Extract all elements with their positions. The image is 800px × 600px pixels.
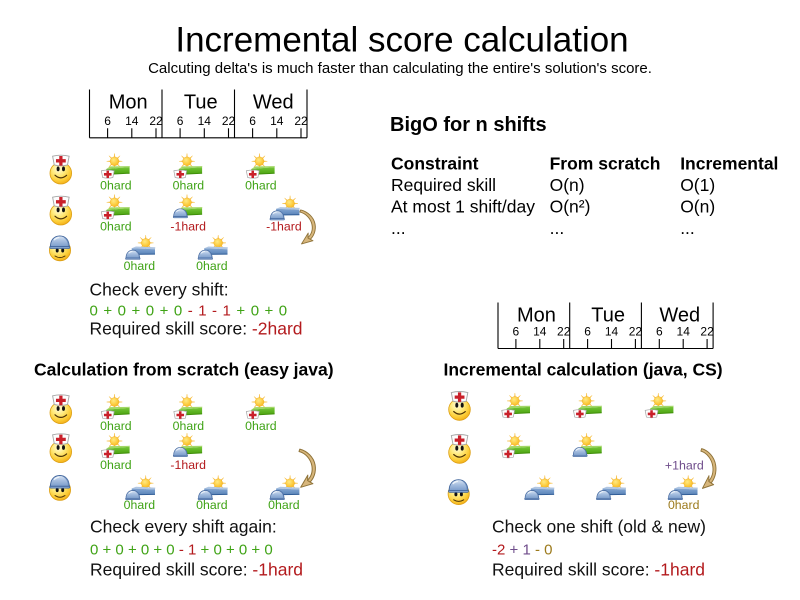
svg-text:BigO for n shifts: BigO for n shifts (390, 114, 547, 136)
svg-text:Check every shift again:: Check every shift again: (90, 516, 277, 536)
svg-text:Calcuting delta's is much fast: Calcuting delta's is much faster than ca… (148, 60, 652, 77)
svg-text:O(1): O(1) (680, 175, 715, 195)
svg-text:22: 22 (149, 114, 163, 128)
svg-text:Incremental score calculation: Incremental score calculation (175, 21, 628, 60)
svg-text:0hard: 0hard (124, 498, 156, 512)
svg-text:22: 22 (557, 325, 571, 339)
svg-text:Tue: Tue (184, 92, 218, 114)
svg-text:Required skill score: -1hard: Required skill score: -1hard (492, 559, 705, 579)
svg-text:0hard: 0hard (100, 179, 132, 193)
svg-text:Mon: Mon (517, 305, 556, 327)
svg-text:0hard: 0hard (100, 419, 132, 433)
svg-text:0hard: 0hard (196, 259, 228, 273)
svg-text:6: 6 (513, 325, 520, 339)
svg-text:At most 1 shift/day: At most 1 shift/day (391, 197, 535, 217)
svg-text:Mon: Mon (109, 92, 148, 114)
svg-text:6: 6 (177, 114, 184, 128)
svg-text:Check one shift (old & new): Check one shift (old & new) (492, 516, 706, 536)
svg-text:-1hard: -1hard (266, 220, 302, 234)
svg-text:-1hard: -1hard (170, 220, 206, 234)
svg-text:0hard: 0hard (173, 419, 205, 433)
svg-text:Required skill score: -1hard: Required skill score: -1hard (90, 559, 303, 579)
svg-text:Wed: Wed (253, 92, 294, 114)
svg-text:0hard: 0hard (196, 498, 228, 512)
svg-text:0hard: 0hard (100, 220, 132, 234)
svg-text:0hard: 0hard (100, 458, 132, 472)
svg-text:...: ... (550, 218, 565, 238)
svg-text:6: 6 (249, 114, 256, 128)
svg-text:+1hard: +1hard (665, 459, 704, 473)
svg-text:Incremental: Incremental (680, 154, 778, 174)
svg-text:22: 22 (629, 325, 643, 339)
svg-text:0hard: 0hard (124, 259, 156, 273)
svg-text:Incremental calculation (java,: Incremental calculation (java, CS) (444, 359, 723, 379)
svg-text:0 + 0 + 0 + 0 - 1 - 1 + 0 + 0: 0 + 0 + 0 + 0 - 1 - 1 + 0 + 0 (90, 303, 288, 320)
svg-text:Check every shift:: Check every shift: (90, 280, 229, 300)
svg-text:22: 22 (700, 325, 714, 339)
svg-text:22: 22 (294, 114, 308, 128)
svg-text:Calculation from scratch (easy: Calculation from scratch (easy java) (34, 359, 334, 379)
svg-text:14: 14 (605, 325, 619, 339)
svg-text:14: 14 (270, 114, 284, 128)
svg-text:...: ... (391, 218, 406, 238)
svg-text:0hard: 0hard (668, 498, 700, 512)
svg-text:O(n²): O(n²) (550, 197, 591, 217)
svg-text:Wed: Wed (659, 305, 700, 327)
svg-text:14: 14 (533, 325, 547, 339)
svg-text:0 + 0 + 0 + 0 - 1 + 0 + 0 + 0: 0 + 0 + 0 + 0 - 1 + 0 + 0 + 0 (90, 541, 273, 558)
svg-text:0hard: 0hard (268, 498, 300, 512)
svg-text:From scratch: From scratch (550, 154, 661, 174)
svg-text:-1hard: -1hard (170, 458, 206, 472)
svg-text:14: 14 (198, 114, 212, 128)
svg-text:22: 22 (222, 114, 236, 128)
svg-text:0hard: 0hard (173, 179, 205, 193)
svg-text:6: 6 (584, 325, 591, 339)
svg-text:14: 14 (677, 325, 691, 339)
svg-text:6: 6 (656, 325, 663, 339)
svg-text:0hard: 0hard (245, 179, 277, 193)
svg-text:6: 6 (104, 114, 111, 128)
svg-text:O(n): O(n) (550, 175, 585, 195)
svg-text:14: 14 (125, 114, 139, 128)
svg-text:Tue: Tue (591, 305, 625, 327)
svg-text:...: ... (680, 218, 695, 238)
svg-text:Constraint: Constraint (391, 154, 479, 174)
svg-text:O(n): O(n) (680, 197, 715, 217)
svg-text:0hard: 0hard (245, 419, 277, 433)
svg-text:Required skill: Required skill (391, 175, 496, 195)
svg-text:Required skill score: -2hard: Required skill score: -2hard (90, 319, 303, 339)
svg-text:-2 + 1 - 0: -2 + 1 - 0 (492, 541, 552, 558)
